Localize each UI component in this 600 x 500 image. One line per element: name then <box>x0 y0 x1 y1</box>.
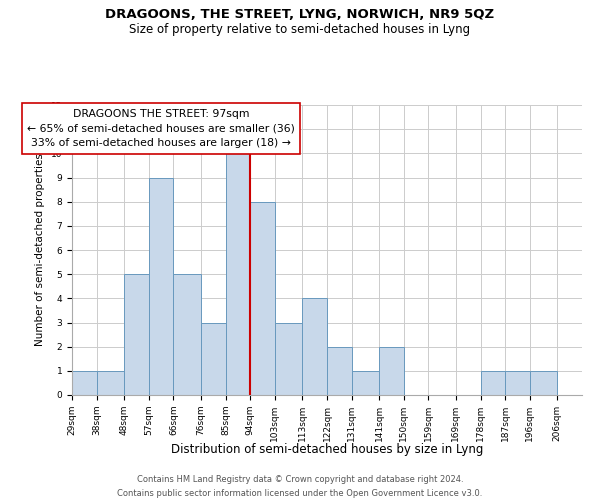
Bar <box>201 322 226 395</box>
Y-axis label: Number of semi-detached properties: Number of semi-detached properties <box>35 154 45 346</box>
Bar <box>302 298 327 395</box>
Bar <box>250 202 275 395</box>
Bar <box>530 371 557 395</box>
Text: Distribution of semi-detached houses by size in Lyng: Distribution of semi-detached houses by … <box>171 442 483 456</box>
Bar <box>481 371 505 395</box>
Bar <box>149 178 173 395</box>
Bar <box>97 371 124 395</box>
Text: DRAGOONS, THE STREET, LYNG, NORWICH, NR9 5QZ: DRAGOONS, THE STREET, LYNG, NORWICH, NR9… <box>106 8 494 20</box>
Bar <box>72 371 97 395</box>
Bar <box>173 274 201 395</box>
Bar <box>505 371 530 395</box>
Bar <box>124 274 149 395</box>
Text: Size of property relative to semi-detached houses in Lyng: Size of property relative to semi-detach… <box>130 22 470 36</box>
Bar <box>327 346 352 395</box>
Text: Contains HM Land Registry data © Crown copyright and database right 2024.
Contai: Contains HM Land Registry data © Crown c… <box>118 476 482 498</box>
Bar <box>226 154 250 395</box>
Text: DRAGOONS THE STREET: 97sqm
← 65% of semi-detached houses are smaller (36)
33% of: DRAGOONS THE STREET: 97sqm ← 65% of semi… <box>27 108 295 148</box>
Bar <box>275 322 302 395</box>
Bar <box>352 371 379 395</box>
Bar <box>379 346 404 395</box>
